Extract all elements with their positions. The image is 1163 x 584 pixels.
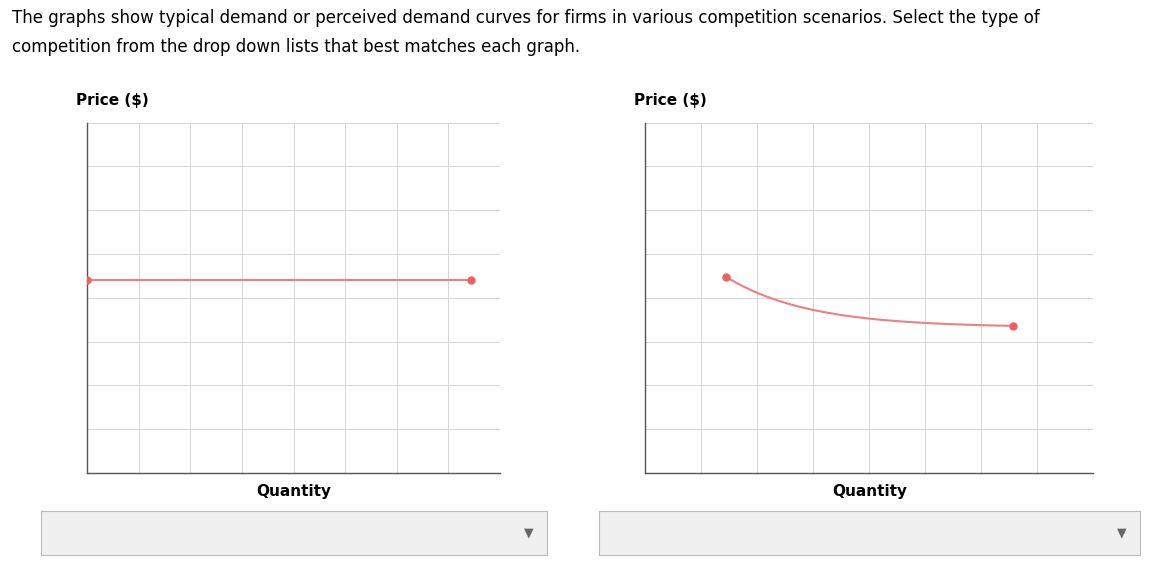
X-axis label: Quantity: Quantity (256, 484, 331, 499)
X-axis label: Quantity: Quantity (832, 484, 907, 499)
Text: ▼: ▼ (525, 526, 534, 540)
Text: Price ($): Price ($) (634, 93, 707, 108)
Text: Price ($): Price ($) (76, 93, 149, 108)
Text: competition from the drop down lists that best matches each graph.: competition from the drop down lists tha… (12, 38, 579, 56)
Text: The graphs show typical demand or perceived demand curves for firms in various c: The graphs show typical demand or percei… (12, 9, 1040, 27)
Text: ▼: ▼ (1116, 526, 1126, 540)
